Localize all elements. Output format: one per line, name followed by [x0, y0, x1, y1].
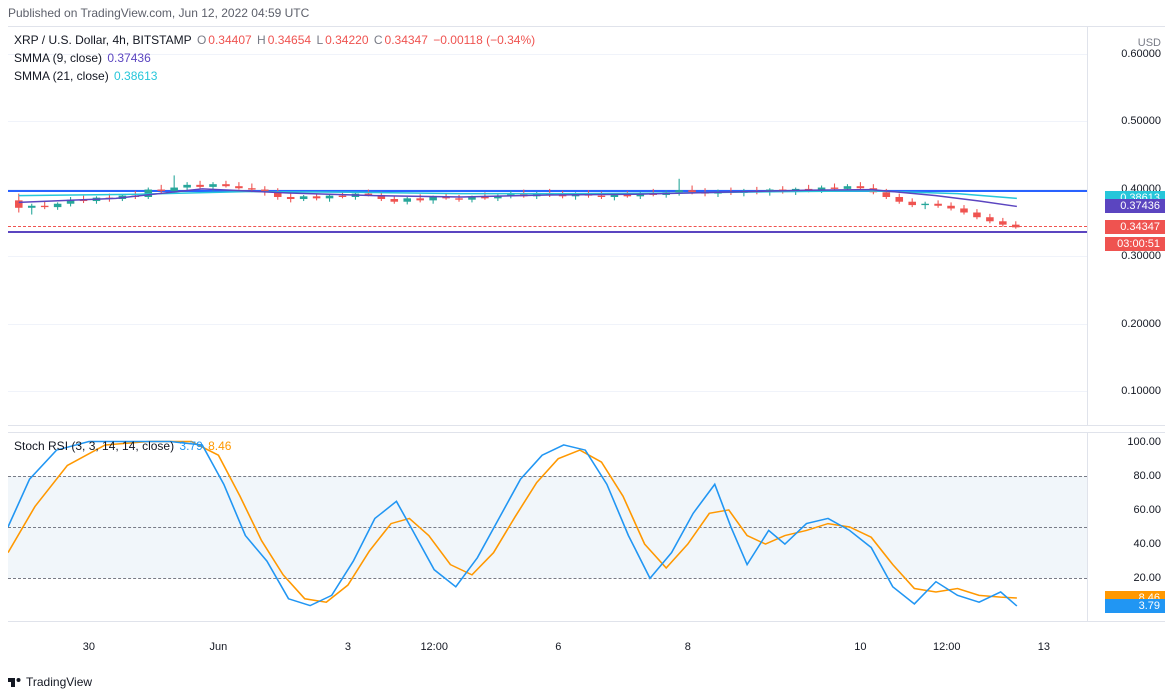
- price-legend: XRP / U.S. Dollar, 4h, BITSTAMP O0.34407…: [14, 31, 537, 85]
- h-val: 0.34654: [268, 33, 311, 47]
- chart-container: XRP / U.S. Dollar, 4h, BITSTAMP O0.34407…: [8, 26, 1165, 637]
- price-axis[interactable]: USD 0.100000.200000.300000.400000.500000…: [1087, 27, 1165, 425]
- x-tick: 8: [685, 641, 691, 653]
- oscillator-pane[interactable]: Stoch RSI (3, 3, 14, 14, close) 3.79 8.4…: [8, 432, 1165, 622]
- osc-plot[interactable]: [8, 433, 1087, 621]
- x-tick: 6: [555, 641, 561, 653]
- o-val: 0.34407: [208, 33, 251, 47]
- smma21-val: 0.38613: [114, 69, 157, 83]
- x-tick: Jun: [210, 641, 228, 653]
- publish-header: Published on TradingView.com, Jun 12, 20…: [8, 6, 309, 20]
- symbol-label: XRP / U.S. Dollar, 4h, BITSTAMP: [14, 33, 192, 47]
- chg-val: −0.00118 (−0.34%): [433, 33, 535, 47]
- osc-legend: Stoch RSI (3, 3, 14, 14, close) 3.79 8.4…: [14, 437, 233, 455]
- x-tick: 12:00: [420, 641, 448, 653]
- brand-text: TradingView: [26, 675, 92, 689]
- l-val: 0.34220: [325, 33, 368, 47]
- price-ytick: 0.20000: [1121, 318, 1161, 330]
- osc-ytick: 80.00: [1133, 470, 1161, 482]
- x-tick: 12:00: [933, 641, 961, 653]
- tradingview-logo-icon: [8, 675, 22, 689]
- osc-ytick: 100.00: [1127, 436, 1161, 448]
- brand-footer: TradingView: [8, 675, 92, 689]
- x-tick: 3: [345, 641, 351, 653]
- x-tick: 10: [854, 641, 866, 653]
- osc-d-val: 8.46: [208, 439, 231, 453]
- c-val: 0.34347: [385, 33, 428, 47]
- x-tick: 30: [83, 641, 95, 653]
- x-axis[interactable]: 30 Jun 3 12:00 6 8 10 12:00 13: [8, 639, 1087, 661]
- price-ytick: 0.10000: [1121, 385, 1161, 397]
- price-tag: 0.37436: [1105, 199, 1165, 213]
- price-tag: 03:00:51: [1105, 237, 1165, 251]
- l-label: L: [316, 33, 323, 47]
- price-ytick: 0.30000: [1121, 250, 1161, 262]
- c-label: C: [374, 33, 383, 47]
- osc-ytick: 20.00: [1133, 572, 1161, 584]
- smma9-label: SMMA (9, close): [14, 51, 102, 65]
- o-label: O: [197, 33, 206, 47]
- osc-label: Stoch RSI (3, 3, 14, 14, close): [14, 439, 174, 453]
- h-label: H: [257, 33, 266, 47]
- osc-tag: 3.79: [1105, 599, 1165, 613]
- osc-ytick: 60.00: [1133, 504, 1161, 516]
- price-plot[interactable]: [8, 27, 1087, 425]
- price-ytick: 0.60000: [1121, 48, 1161, 60]
- x-tick: 13: [1038, 641, 1050, 653]
- price-pane[interactable]: XRP / U.S. Dollar, 4h, BITSTAMP O0.34407…: [8, 26, 1165, 426]
- smma9-val: 0.37436: [107, 51, 150, 65]
- price-tag: 0.34347: [1105, 220, 1165, 234]
- osc-axis[interactable]: 20.0040.0060.0080.00100.008.463.79: [1087, 433, 1165, 621]
- smma21-label: SMMA (21, close): [14, 69, 109, 83]
- price-ytick: 0.50000: [1121, 115, 1161, 127]
- osc-k-val: 3.79: [179, 439, 202, 453]
- osc-ytick: 40.00: [1133, 538, 1161, 550]
